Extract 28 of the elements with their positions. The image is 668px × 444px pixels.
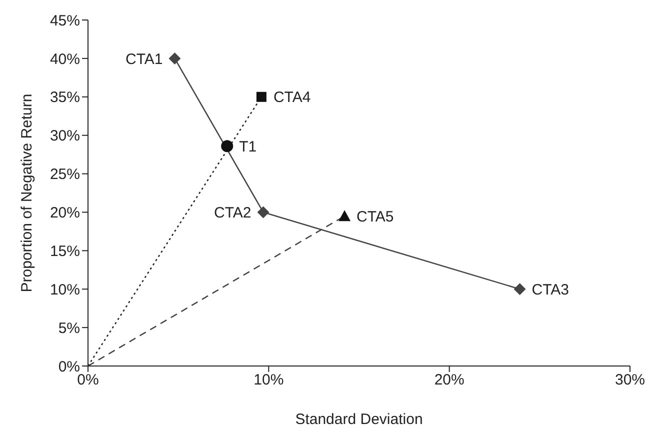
point xyxy=(338,210,351,222)
x-axis-title: Standard Deviation xyxy=(295,411,423,428)
y-tick-label: 20% xyxy=(50,204,80,222)
point xyxy=(221,140,234,152)
y-tick-label: 30% xyxy=(50,128,80,145)
x-tick-label: 10% xyxy=(254,372,284,389)
y-tick-label: 25% xyxy=(50,166,80,184)
x-tick-label: 30% xyxy=(614,372,646,389)
x-tick-label: 20% xyxy=(434,372,464,389)
y-tick-label: 15% xyxy=(50,242,80,260)
point xyxy=(514,283,526,296)
annotation: CTA3 xyxy=(532,281,570,298)
y-tick-label: 0% xyxy=(58,358,80,376)
annotation: CTA5 xyxy=(356,208,394,226)
annotation: CTA2 xyxy=(214,204,252,222)
y-axis-title: Proportion of Negative Return xyxy=(18,94,36,292)
y-tick-label: 5% xyxy=(58,320,80,337)
annotation: CTA4 xyxy=(273,89,311,106)
point xyxy=(168,52,181,64)
point xyxy=(257,206,270,218)
y-tick-label: 40% xyxy=(50,50,80,68)
y-tick-label: 45% xyxy=(50,12,80,30)
annotation: CTA1 xyxy=(125,50,163,68)
y-tick-label: 10% xyxy=(50,281,80,298)
point xyxy=(256,92,266,102)
y-tick-label: 35% xyxy=(50,89,80,106)
x-tick-label: 0% xyxy=(77,372,99,389)
annotation: T1 xyxy=(239,138,257,156)
